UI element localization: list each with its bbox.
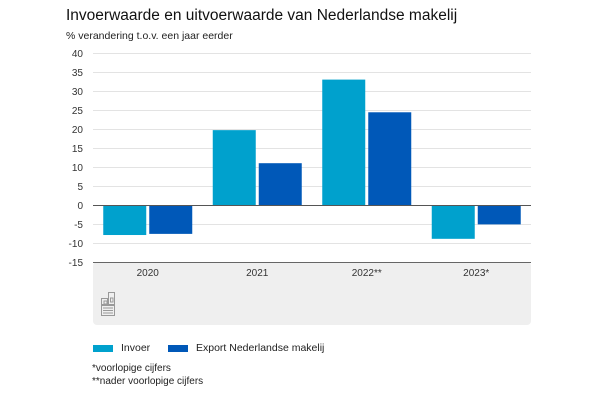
y-tick-label: 40 [72,49,84,60]
x-axis-ticks: 2020 2021 2022** 2023* [137,268,490,279]
bar-invoer-2023 [431,205,475,239]
bar-invoer-2021 [212,130,256,205]
x-tick-label: 2023* [463,268,489,279]
y-tick-label: 35 [72,68,84,79]
bars [103,79,521,239]
y-tick-label: 10 [72,163,84,174]
y-axis-ticks: 40 35 30 25 20 15 10 5 0 -5 -10 -15 [69,49,84,269]
footnote-voorlopig: *voorlopige cijfers [92,363,171,374]
bar-export-2023 [477,205,521,225]
x-tick-label: 2021 [246,268,269,279]
bar-invoer-2020 [103,205,147,236]
x-tick-label: 2020 [137,268,160,279]
bar-export-2022 [368,112,412,205]
y-tick-label: 5 [77,182,83,193]
y-tick-label: 20 [72,125,84,136]
chart-title: Invoerwaarde en uitvoerwaarde van Nederl… [66,7,458,24]
bar-invoer-2022 [322,79,366,205]
x-tick-label: 2022** [352,268,382,279]
legend-label-export: Export Nederlandse makelij [196,342,325,354]
legend-label-invoer: Invoer [121,342,151,354]
chart-subtitle: % verandering t.o.v. een jaar eerder [66,30,233,42]
y-tick-label: 30 [72,87,84,98]
y-tick-label: -15 [69,258,84,269]
bar-export-2021 [258,163,302,205]
y-tick-label: 15 [72,144,84,155]
y-tick-label: -5 [74,220,83,231]
y-tick-label: -10 [69,239,84,250]
y-tick-label: 0 [77,201,83,212]
category-axis-panel [93,262,531,325]
legend-swatch-invoer [93,345,113,352]
y-tick-label: 25 [72,106,84,117]
legend-swatch-export [168,345,188,352]
bar-export-2020 [149,205,193,234]
cbs-logo-icon [101,292,115,316]
footnote-nader-voorlopig: **nader voorlopige cijfers [92,376,204,387]
